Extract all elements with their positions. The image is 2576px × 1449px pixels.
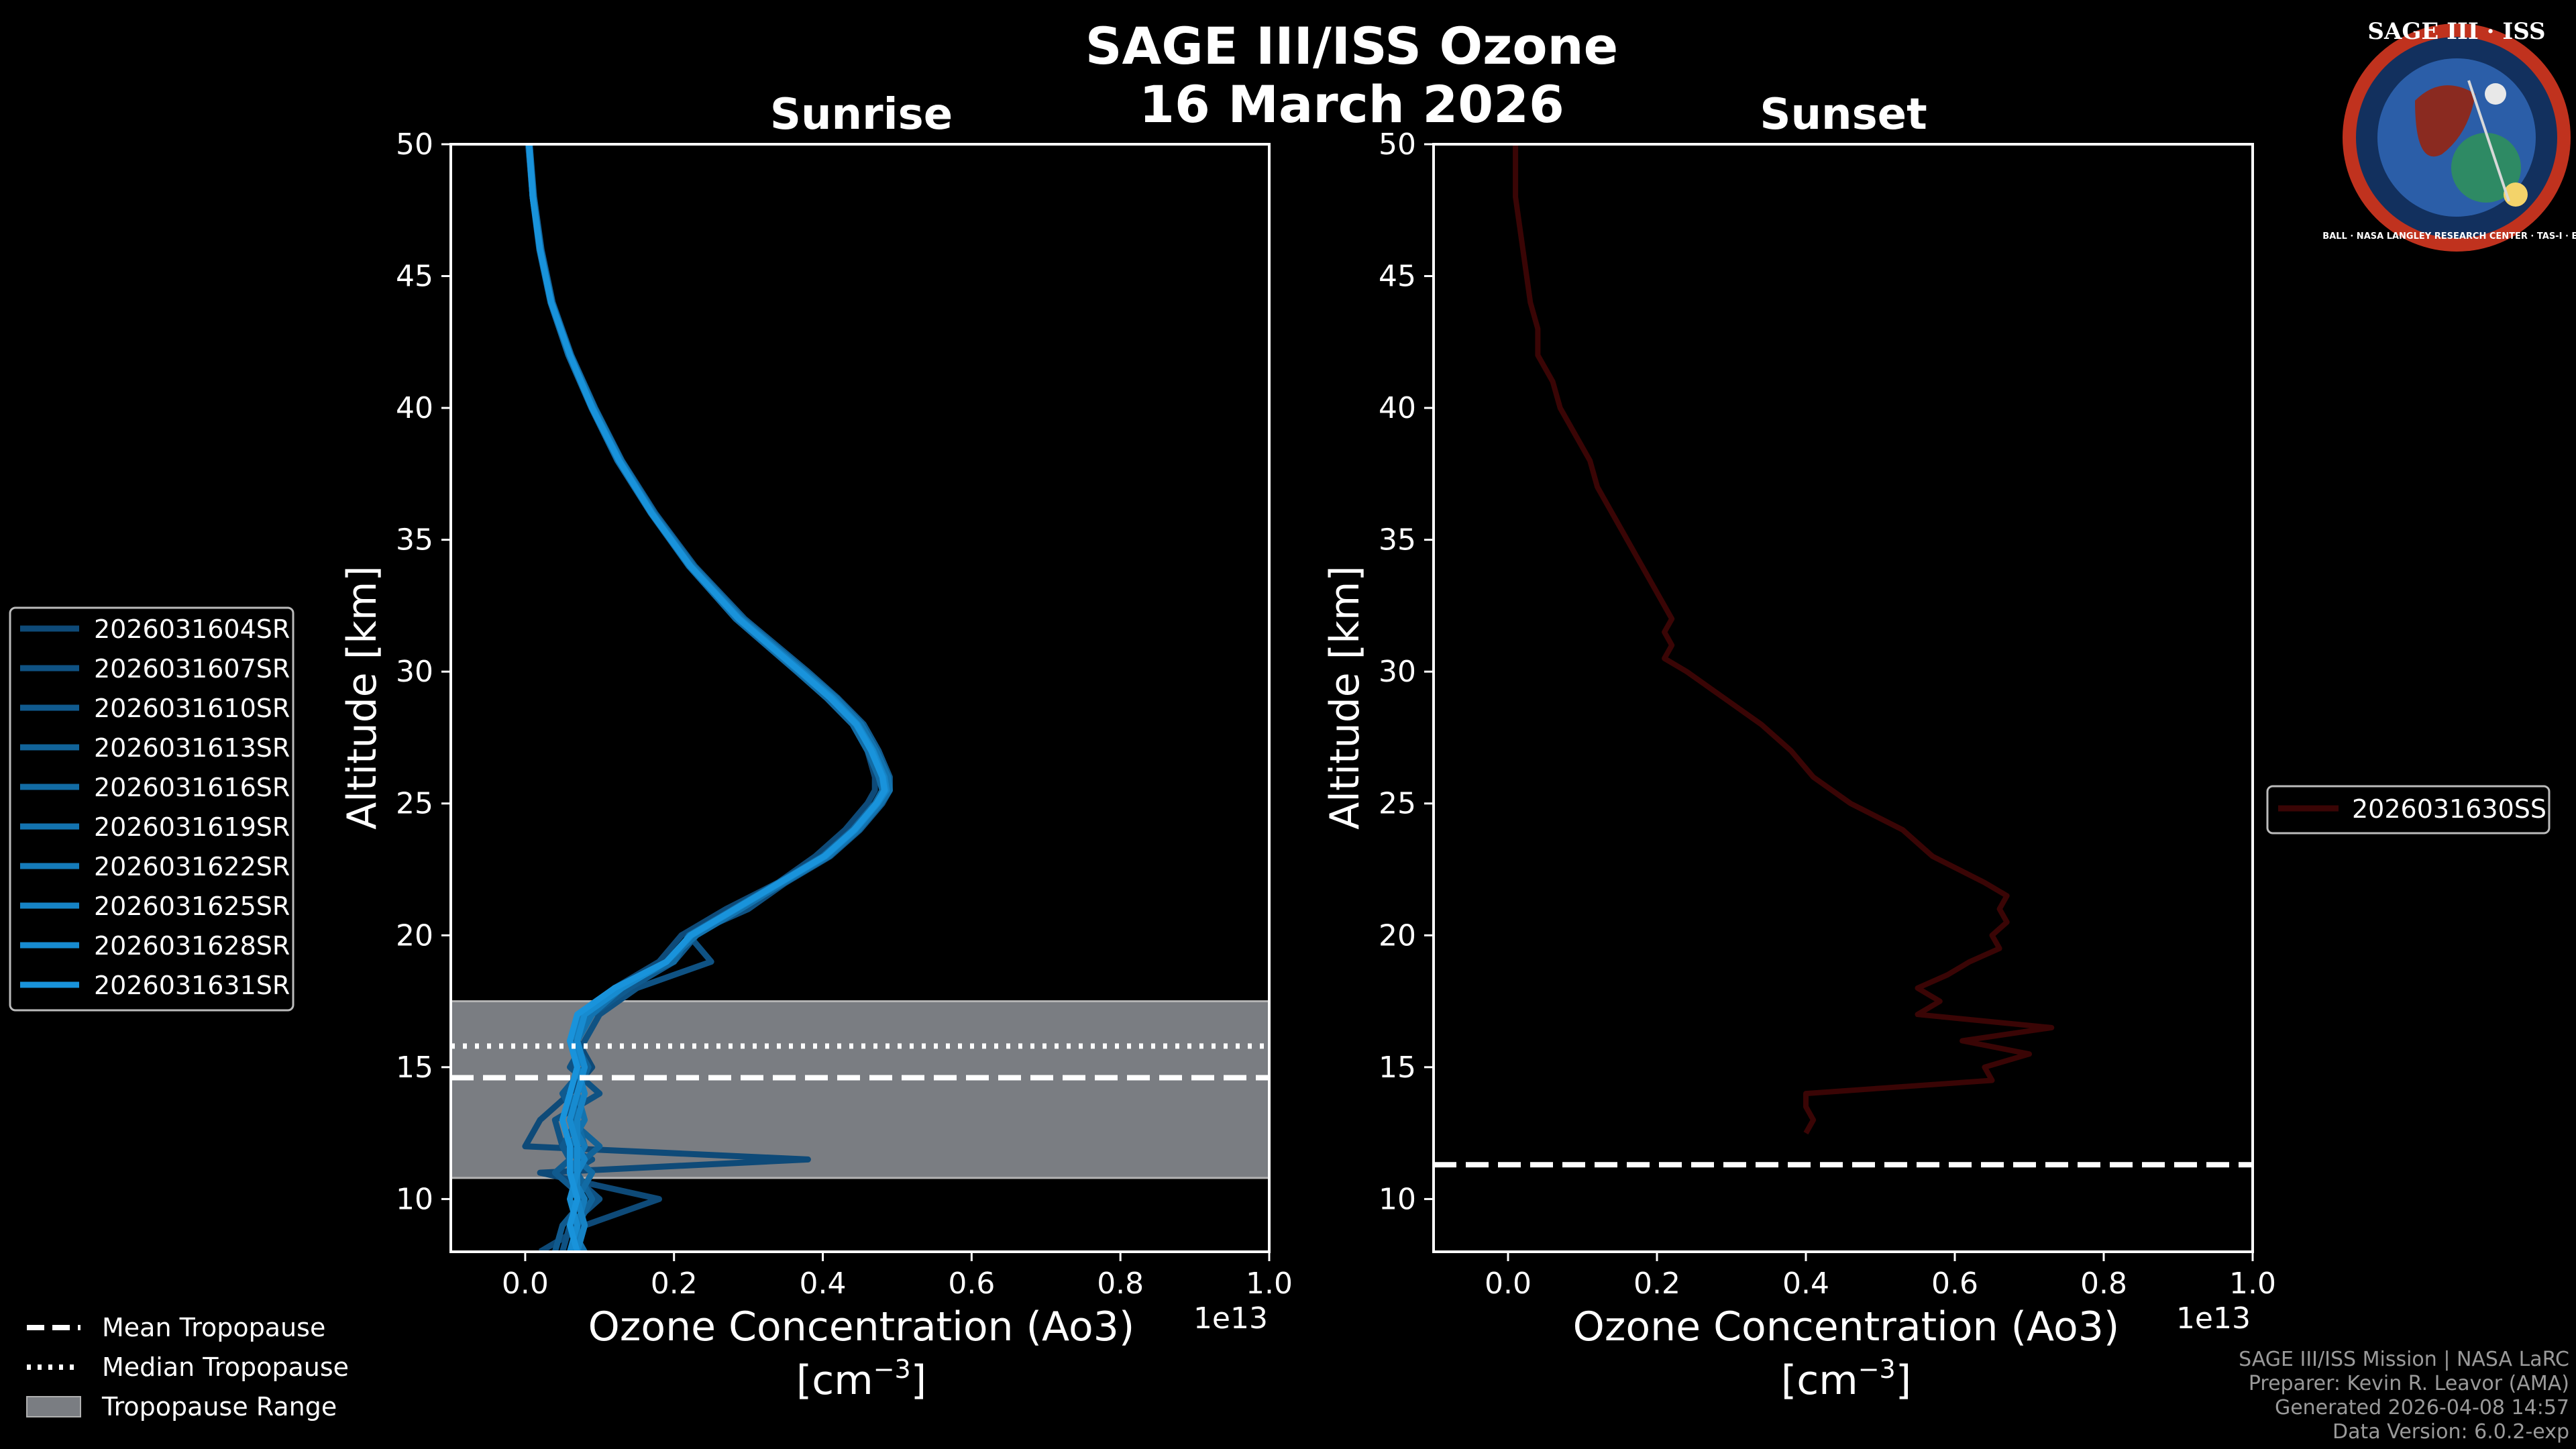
sunset-y-tick-label: 45	[1379, 260, 1416, 294]
sunrise-x-axis-unit: [cm−3]	[796, 1354, 926, 1404]
sunrise-y-tick-label: 30	[396, 655, 433, 689]
sunrise-x-multiplier: 1e13	[1193, 1301, 1268, 1336]
sunset-x-multiplier: 1e13	[2176, 1301, 2251, 1336]
sunrise-y-tick-label: 15	[396, 1051, 433, 1085]
sunset-y-tick-label: 35	[1379, 523, 1416, 557]
sunset-panel-title: Sunset	[1760, 90, 1927, 140]
sunrise-legend: 2026031604SR 2026031607SR 2026031610SR 2026…	[9, 606, 294, 1012]
tropopause-range-label: Tropopause Range	[101, 1392, 337, 1421]
legend-label-2026031616SR: 2026031616SR	[94, 773, 290, 802]
sunset-x-tick-label: 0.0	[1485, 1267, 1532, 1301]
legend-label-2026031628SR: 2026031628SR	[94, 931, 290, 961]
sunset-x-axis-label: Ozone Concentration (Ao3)	[1573, 1303, 2120, 1350]
sunrise-y-axis-label: Altitude [km]	[339, 566, 386, 830]
sunset-x-tick-label: 0.6	[1931, 1267, 1978, 1301]
series-line-2026031631SR	[526, 144, 888, 1252]
sunset-x-tick-label: 0.2	[1633, 1267, 1680, 1301]
median-tropopause-label: Median Tropopause	[102, 1352, 349, 1382]
sunrise-y-tick-label: 20	[396, 918, 433, 953]
sunset-y-tick-label: 15	[1379, 1051, 1416, 1085]
sunset-y-tick-label: 25	[1379, 787, 1416, 821]
sunrise-y-tick-label: 35	[396, 523, 433, 557]
footer-generated: Generated 2026-04-08 14:57	[2275, 1396, 2569, 1419]
sunset-x-tick-label: 1.0	[2229, 1267, 2276, 1301]
sunset-legend: 2026031630SS	[2266, 785, 2551, 835]
sunset-panel: Sunset 0.0 0.2 0.4 0.6 0.8 1.0 10 15 20 25 30 35 40…	[1322, 90, 2276, 1404]
mean-tropopause-label: Mean Tropopause	[102, 1313, 325, 1342]
sunrise-y-tick-label: 50	[396, 127, 433, 162]
sunrise-x-tick-label: 0.8	[1097, 1267, 1144, 1301]
sunrise-x-tick-label: 0.6	[948, 1267, 995, 1301]
footer-data-version: Data Version: 6.0.2-exp	[2332, 1420, 2569, 1444]
sunrise-x-tick-label: 0.0	[502, 1267, 549, 1301]
sunset-y-axis-label: Altitude [km]	[1322, 566, 1368, 830]
sunset-x-tick-label: 0.8	[2080, 1267, 2127, 1301]
sunset-y-tick-label: 50	[1379, 127, 1416, 162]
sunset-y-tick-label: 30	[1379, 655, 1416, 689]
sunrise-y-tick-label: 45	[396, 260, 433, 294]
sunset-y-tick-label: 40	[1379, 391, 1416, 425]
legend-label-2026031610SR: 2026031610SR	[94, 694, 290, 723]
series-line-2026031630SS	[1513, 144, 2055, 1135]
tropopause-range-swatch	[26, 1396, 81, 1417]
footer-mission: SAGE III/ISS Mission | NASA LaRC	[2239, 1348, 2569, 1371]
legend-label-2026031619SR: 2026031619SR	[94, 812, 290, 842]
figure-title: SAGE III/ISS Ozone	[1085, 16, 1618, 76]
sunrise-x-tick-label: 0.4	[800, 1267, 847, 1301]
sunset-plot-frame	[1432, 143, 2254, 1253]
sunrise-x-tick-label: 0.2	[651, 1267, 698, 1301]
legend-label-2026031622SR: 2026031622SR	[94, 852, 290, 881]
legend-label-2026031607SR: 2026031607SR	[94, 654, 290, 684]
sunrise-y-tick-label: 25	[396, 787, 433, 821]
legend-label-2026031631SR: 2026031631SR	[94, 971, 290, 1000]
sunrise-y-tick-label: 40	[396, 391, 433, 425]
sunrise-y-tick-label: 10	[396, 1182, 433, 1216]
legend-label-2026031625SR: 2026031625SR	[94, 892, 290, 921]
sunrise-panel: Sunrise 0.0 0.2 0.4 0.6 0.8 1.0 10 15 20 25 30 35 4…	[339, 90, 1293, 1404]
sunset-y-tick-label: 20	[1379, 918, 1416, 953]
figure-date: 16 March 2026	[1139, 74, 1564, 134]
sunrise-panel-title: Sunrise	[770, 90, 953, 140]
sunset-x-axis-unit: [cm−3]	[1781, 1354, 1911, 1404]
tropopause-legend: Mean Tropopause Median Tropopause Tropop…	[26, 1313, 349, 1421]
logo-title: SAGE III · ISS	[2367, 18, 2545, 45]
sunset-x-tick-label: 0.4	[1782, 1267, 1829, 1301]
sunrise-x-tick-label: 1.0	[1246, 1267, 1293, 1301]
sunrise-x-axis-label: Ozone Concentration (Ao3)	[588, 1303, 1135, 1350]
logo-ring-text: BALL · NASA LANGLEY RESEARCH CENTER · TA…	[2322, 231, 2576, 241]
sage-iii-iss-mission-logo-icon: SAGE III · ISS BALL · NASA LANGLEY RESEA…	[2322, 18, 2576, 252]
legend-label-2026031613SR: 2026031613SR	[94, 733, 290, 763]
legend-label-2026031630SS: 2026031630SS	[2352, 794, 2546, 824]
sunrise-plot-frame	[449, 143, 1271, 1253]
legend-label-2026031604SR: 2026031604SR	[94, 614, 290, 644]
sunset-y-tick-label: 10	[1379, 1182, 1416, 1216]
footer-preparer: Preparer: Kevin R. Leavor (AMA)	[2249, 1372, 2569, 1395]
